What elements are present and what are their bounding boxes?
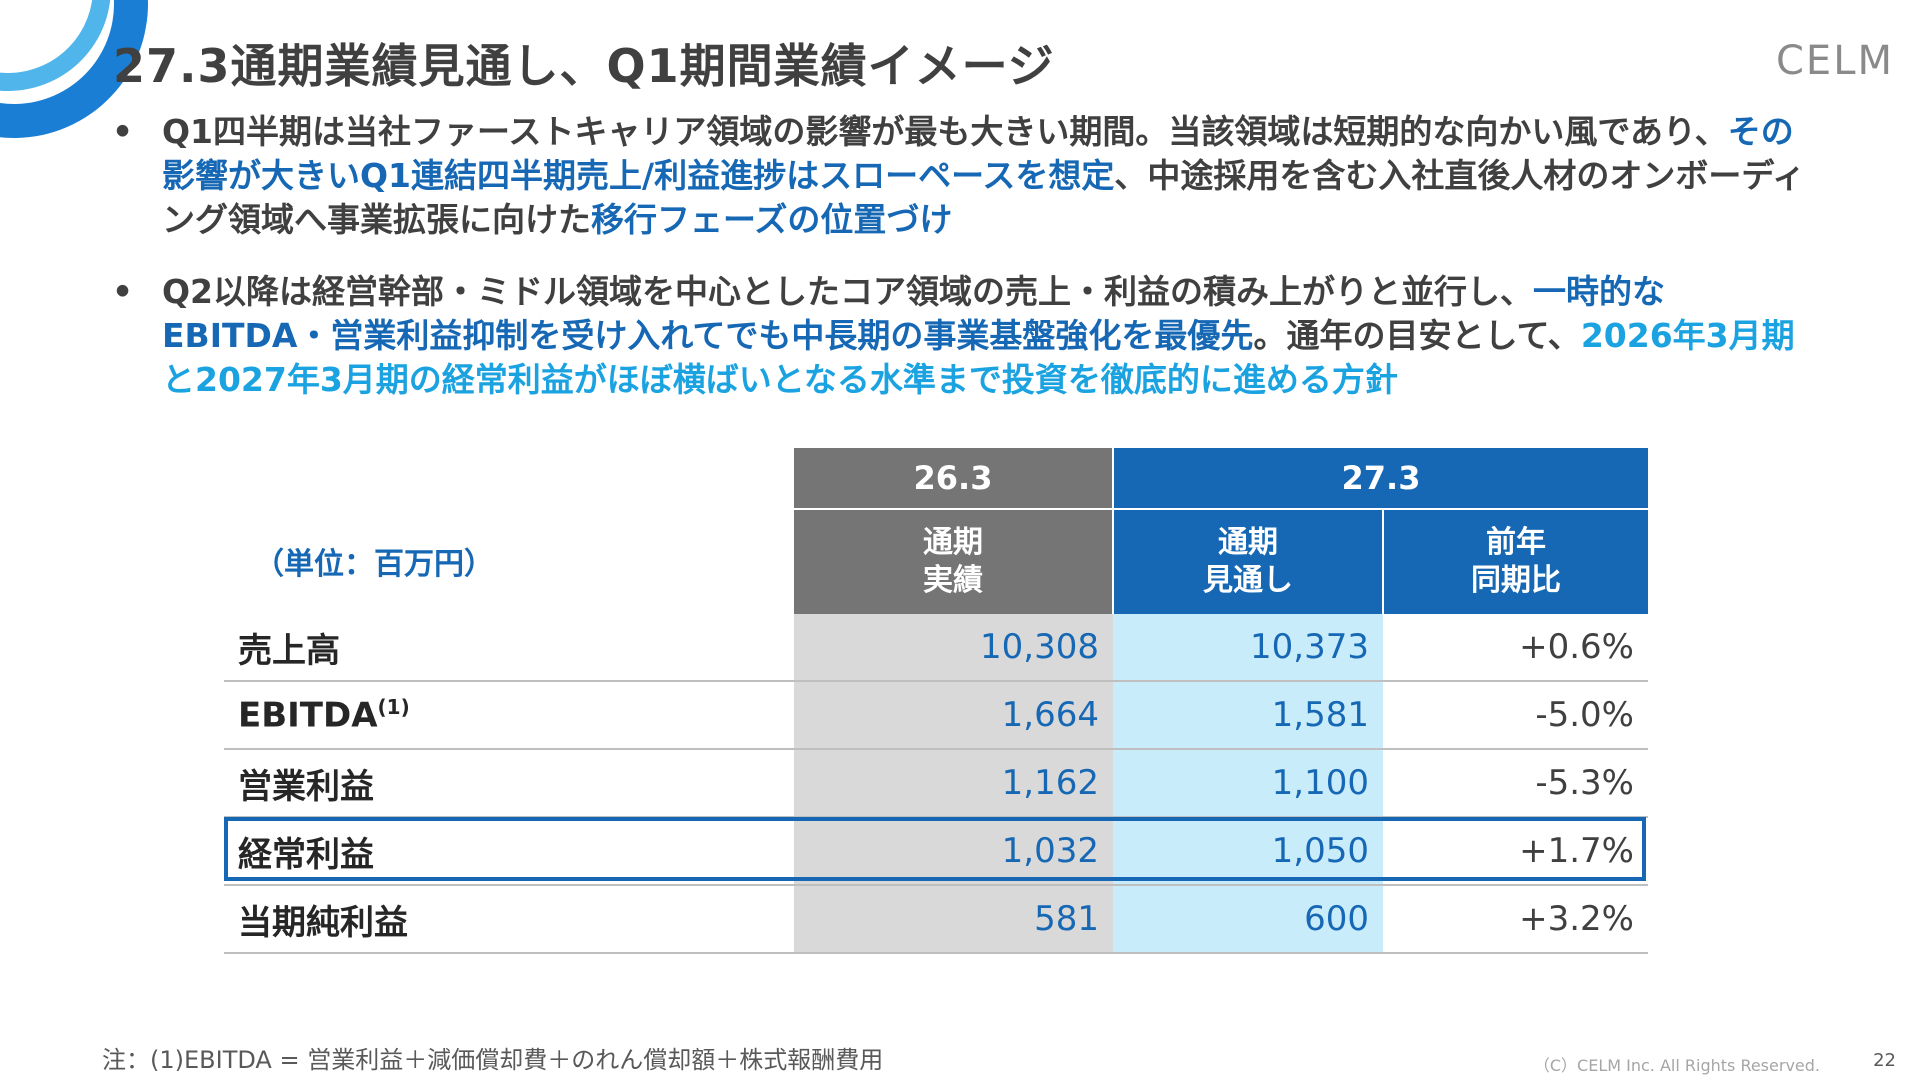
- col-header-forecast-line1: 通期: [1218, 525, 1278, 560]
- bullet-marker: •: [112, 112, 134, 151]
- bullet-highlight: 一時的なEBITDA・営業利益抑制を受け入れてでも中長期の事業基盤強化を最優先: [162, 272, 1666, 355]
- page-title: 27.3通期業績見通し、Q1期間業績イメージ: [113, 39, 1055, 93]
- unit-label: （単位：百万円）: [254, 547, 494, 582]
- bullet-highlight-light: 2026年3月期と2027年3月期の経常利益がほぼ横ばいとなる水準まで投資を徹底…: [162, 316, 1795, 399]
- actual-value: 1,032: [794, 817, 1113, 886]
- table-row: 営業利益 1,162 1,100 -5.3%: [224, 749, 1648, 818]
- actual-value: 10,308: [794, 614, 1113, 682]
- period-header-273: 27.3: [1113, 448, 1648, 509]
- table-row: EBITDA(1) 1,664 1,581 -5.0%: [224, 681, 1648, 750]
- row-label: 経常利益: [224, 817, 794, 886]
- col-header-forecast: 通期 見通し: [1113, 508, 1384, 614]
- bullet-highlight: 移行フェーズの位置づけ: [591, 200, 953, 239]
- row-label: 当期純利益: [224, 885, 794, 954]
- bullet-text: 、中途採用を含む入社直後人材のオンボーディング領域へ事業拡張に向けた: [162, 156, 1806, 239]
- forecast-value: 1,581: [1113, 681, 1383, 750]
- col-header-yoy-line1: 前年: [1486, 525, 1546, 560]
- celm-logo: CELM: [1776, 38, 1894, 84]
- col-header-actual: 通期 実績: [794, 508, 1114, 614]
- copyright: （C）CELM Inc. All Rights Reserved.: [1533, 1056, 1820, 1075]
- yoy-value: +3.2%: [1383, 885, 1648, 954]
- table-row: 経常利益 1,032 1,050 +1.7%: [224, 817, 1648, 886]
- unit-cell: （単位：百万円）: [224, 448, 794, 614]
- actual-value: 1,162: [794, 749, 1113, 818]
- table-header-row-1: （単位：百万円） 26.3 27.3: [224, 448, 1648, 582]
- row-label: 営業利益: [224, 749, 794, 818]
- table-header-row-2: 通期 実績 通期 見通し 前年 同期比: [224, 508, 1648, 614]
- forecast-value: 10,373: [1113, 614, 1383, 682]
- forecast-value: 1,100: [1113, 749, 1383, 818]
- ordinary-profit-highlight-box: [224, 817, 1646, 881]
- row-label: 売上高: [224, 614, 794, 682]
- yoy-value: -5.3%: [1383, 749, 1648, 818]
- bullet-text: Q1四半期は当社ファーストキャリア領域の影響が最も大きい期間。当該領域は短期的な…: [162, 112, 1728, 151]
- bullet-item-1: • Q1四半期は当社ファーストキャリア領域の影響が最も大きい期間。当該領域は短期…: [112, 110, 1812, 242]
- financial-table: （単位：百万円） 26.3 27.3 通期 実績 通期 見通し 前年 同期比 売…: [224, 448, 1648, 954]
- row-label: EBITDA(1): [224, 681, 794, 750]
- footnote: 注：(1)EBITDA = 営業利益＋減価償却費＋のれん償却額＋株式報酬費用: [102, 1046, 884, 1074]
- forecast-value: 600: [1113, 885, 1383, 954]
- bullet-highlight: その影響が大きいQ1連結四半期売上/利益進捗はスローペースを想定: [162, 112, 1794, 195]
- col-header-yoy-line2: 同期比: [1471, 563, 1561, 598]
- col-header-yoy: 前年 同期比: [1383, 508, 1648, 614]
- yoy-value: -5.0%: [1383, 681, 1648, 750]
- yoy-value: +0.6%: [1383, 614, 1648, 682]
- bullet-marker: •: [112, 272, 134, 311]
- table-row: 売上高 10,308 10,373 +0.6%: [224, 614, 1648, 682]
- period-header-263: 26.3: [794, 448, 1114, 509]
- col-header-actual-line1: 通期: [923, 525, 983, 560]
- bullet-item-2: • Q2以降は経営幹部・ミドル領域を中心としたコア領域の売上・利益の積み上がりと…: [112, 270, 1812, 402]
- actual-value: 581: [794, 885, 1113, 954]
- bullet-list: • Q1四半期は当社ファーストキャリア領域の影響が最も大きい期間。当該領域は短期…: [112, 110, 1812, 402]
- page-number: 22: [1873, 1050, 1896, 1071]
- actual-value: 1,664: [794, 681, 1113, 750]
- forecast-value: 1,050: [1113, 817, 1383, 886]
- col-header-forecast-line2: 見通し: [1203, 563, 1293, 598]
- col-header-actual-line2: 実績: [923, 563, 983, 598]
- yoy-value: +1.7%: [1383, 817, 1648, 886]
- footnote-ref: (1): [377, 694, 410, 719]
- table-row: 当期純利益 581 600 +3.2%: [224, 885, 1648, 954]
- bullet-text: Q2以降は経営幹部・ミドル領域を中心としたコア領域の売上・利益の積み上がりと並行…: [162, 272, 1534, 311]
- bullet-text: 。通年の目安として、: [1253, 316, 1581, 355]
